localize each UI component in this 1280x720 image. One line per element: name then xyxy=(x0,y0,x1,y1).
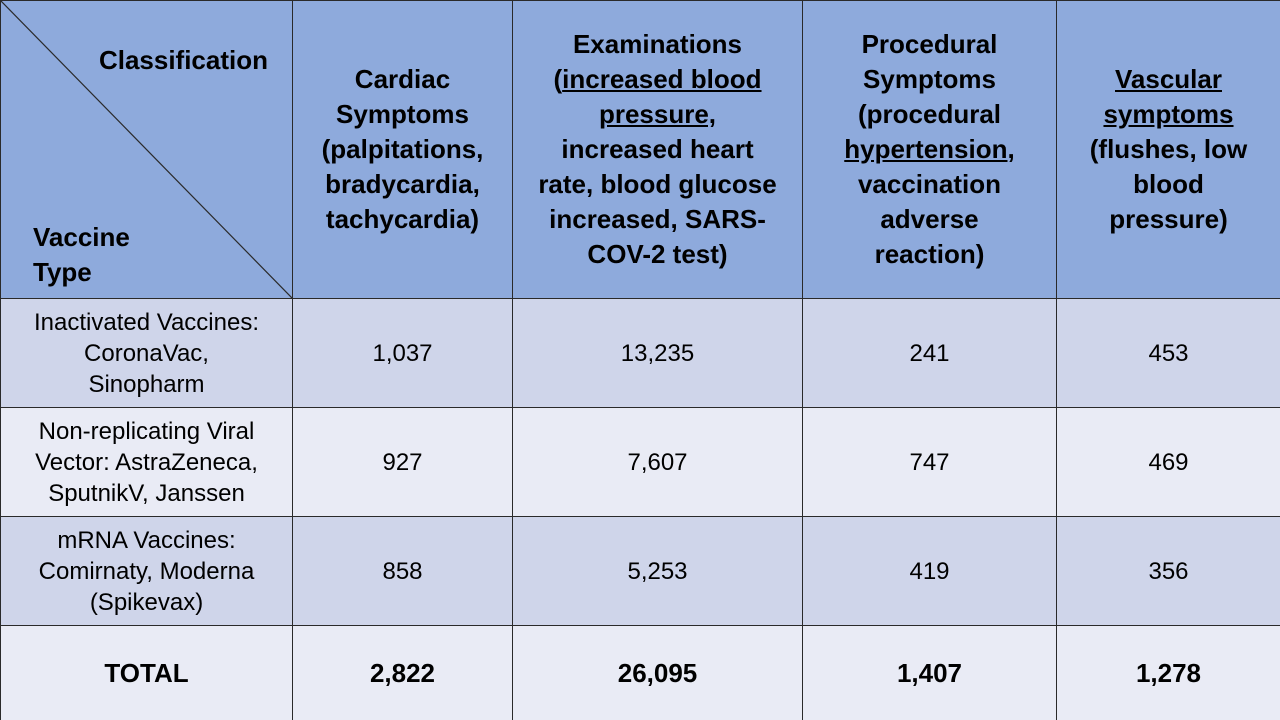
cardiac-value: 858 xyxy=(292,516,513,626)
vaccine-type-line: Comirnaty, Moderna xyxy=(38,557,255,585)
header-line: increased heart xyxy=(561,134,754,164)
vaccine-type-line: Inactivated Vaccines: xyxy=(33,308,259,336)
examinations-value: 13,235 xyxy=(512,298,803,408)
header-vascular-symptoms: Vascular symptoms (flushes, low blood pr… xyxy=(1056,0,1280,299)
cardiac-value: 927 xyxy=(292,407,513,517)
header-line: Procedural xyxy=(861,29,998,59)
header-line: , xyxy=(1007,134,1015,164)
header-line: pressure) xyxy=(1109,204,1228,234)
total-procedural-value: 1,407 xyxy=(802,625,1057,720)
header-line: tachycardia) xyxy=(325,204,480,234)
cardiac-value: 1,037 xyxy=(292,298,513,408)
header-underlined-text: Vascular xyxy=(1115,64,1222,94)
header-line: (flushes, low xyxy=(1089,134,1248,164)
header-line: increased, SARS- xyxy=(549,204,766,234)
header-line: Symptoms xyxy=(336,99,469,129)
vascular-value: 469 xyxy=(1056,407,1280,517)
header-line: adverse xyxy=(880,204,979,234)
diagonal-divider xyxy=(1,1,292,298)
vaccine-type-line: SputnikV, Janssen xyxy=(48,479,245,507)
table-row: Non-replicating Viral Vector: AstraZenec… xyxy=(0,407,1280,517)
vaccine-type-cell: Inactivated Vaccines: CoronaVac, Sinopha… xyxy=(0,298,293,408)
corner-header-cell: Classification Vaccine Type xyxy=(0,0,293,299)
vaccine-type-line: Vaccine xyxy=(33,222,130,252)
vaccine-type-line: Non-replicating Viral xyxy=(38,417,255,445)
header-line: bradycardia, xyxy=(325,169,480,199)
examinations-value: 7,607 xyxy=(512,407,803,517)
header-procedural-symptoms: Procedural Symptoms (procedural hyperten… xyxy=(802,0,1057,299)
header-line: COV-2 test) xyxy=(587,239,728,269)
header-line: Symptoms xyxy=(863,64,996,94)
procedural-value: 241 xyxy=(802,298,1057,408)
header-underlined-text: symptoms xyxy=(1103,99,1234,129)
header-line: (palpitations, xyxy=(321,134,484,164)
vaccine-type-line: mRNA Vaccines: xyxy=(57,526,236,554)
header-line: (procedural xyxy=(857,99,1002,129)
vaccine-type-line: Vector: AstraZeneca, xyxy=(35,448,258,476)
vaccine-type-line: (Spikevax) xyxy=(89,588,204,616)
vaccine-type-cell: Non-replicating Viral Vector: AstraZenec… xyxy=(0,407,293,517)
total-label: TOTAL xyxy=(0,625,293,720)
header-line: blood xyxy=(1133,169,1204,199)
header-line: reaction) xyxy=(874,239,985,269)
header-line: vaccination xyxy=(857,169,1002,199)
total-vascular-value: 1,278 xyxy=(1056,625,1280,720)
total-examinations-value: 26,095 xyxy=(512,625,803,720)
vascular-value: 356 xyxy=(1056,516,1280,626)
header-examinations: Examinations (increased blood pressure, … xyxy=(512,0,803,299)
header-row: Classification Vaccine Type Cardiac Sympt… xyxy=(0,0,1280,299)
header-underlined-text: pressure, xyxy=(598,99,717,129)
procedural-value: 419 xyxy=(802,516,1057,626)
classification-label: Classification xyxy=(98,45,268,75)
vaccine-type-cell: mRNA Vaccines: Comirnaty, Moderna (Spike… xyxy=(0,516,293,626)
vascular-value: 453 xyxy=(1056,298,1280,408)
total-cardiac-value: 2,822 xyxy=(292,625,513,720)
header-line: Cardiac xyxy=(354,64,451,94)
table-row: mRNA Vaccines: Comirnaty, Moderna (Spike… xyxy=(0,516,1280,626)
procedural-value: 747 xyxy=(802,407,1057,517)
vaccine-type-label: Vaccine Type xyxy=(33,220,130,290)
table-row: Inactivated Vaccines: CoronaVac, Sinopha… xyxy=(0,298,1280,408)
header-underlined-text: hypertension xyxy=(844,134,1008,164)
header-line: Examinations xyxy=(572,29,743,59)
vaccine-type-line: Sinopharm xyxy=(88,370,205,398)
header-line: ( xyxy=(553,64,563,94)
vaccine-type-line: Type xyxy=(33,257,92,287)
examinations-value: 5,253 xyxy=(512,516,803,626)
header-line: rate, blood glucose xyxy=(538,169,777,199)
header-cardiac-symptoms: Cardiac Symptoms (palpitations, bradycar… xyxy=(292,0,513,299)
vaccine-type-line: CoronaVac, xyxy=(84,339,209,367)
header-underlined-text: increased blood xyxy=(562,64,762,94)
total-row: TOTAL 2,822 26,095 1,407 1,278 xyxy=(0,625,1280,720)
